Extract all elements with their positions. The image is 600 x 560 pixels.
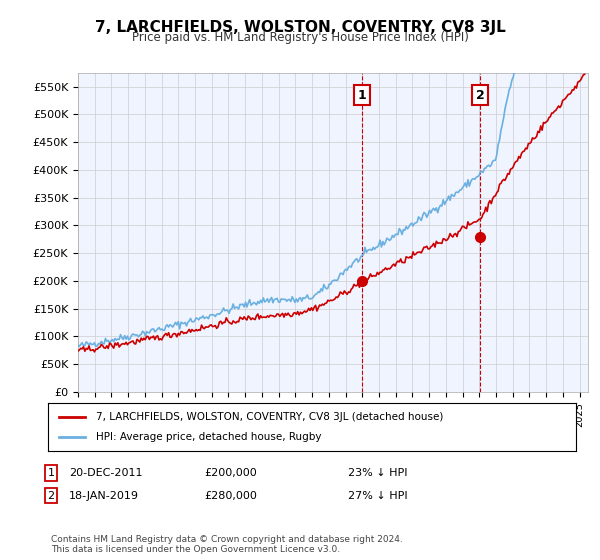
Text: £200,000: £200,000 <box>204 468 257 478</box>
Text: 7, LARCHFIELDS, WOLSTON, COVENTRY, CV8 3JL: 7, LARCHFIELDS, WOLSTON, COVENTRY, CV8 3… <box>95 20 505 35</box>
Text: 7, LARCHFIELDS, WOLSTON, COVENTRY, CV8 3JL (detached house): 7, LARCHFIELDS, WOLSTON, COVENTRY, CV8 3… <box>95 412 443 422</box>
Text: 20-DEC-2011: 20-DEC-2011 <box>69 468 143 478</box>
Text: Contains HM Land Registry data © Crown copyright and database right 2024.
This d: Contains HM Land Registry data © Crown c… <box>51 535 403 554</box>
Text: 2: 2 <box>47 491 55 501</box>
Text: £280,000: £280,000 <box>204 491 257 501</box>
Text: 2: 2 <box>476 88 485 102</box>
Text: 27% ↓ HPI: 27% ↓ HPI <box>348 491 407 501</box>
Text: 23% ↓ HPI: 23% ↓ HPI <box>348 468 407 478</box>
Text: HPI: Average price, detached house, Rugby: HPI: Average price, detached house, Rugb… <box>95 432 321 442</box>
Text: 1: 1 <box>358 88 366 102</box>
Text: 1: 1 <box>47 468 55 478</box>
Text: 18-JAN-2019: 18-JAN-2019 <box>69 491 139 501</box>
Text: Price paid vs. HM Land Registry's House Price Index (HPI): Price paid vs. HM Land Registry's House … <box>131 31 469 44</box>
